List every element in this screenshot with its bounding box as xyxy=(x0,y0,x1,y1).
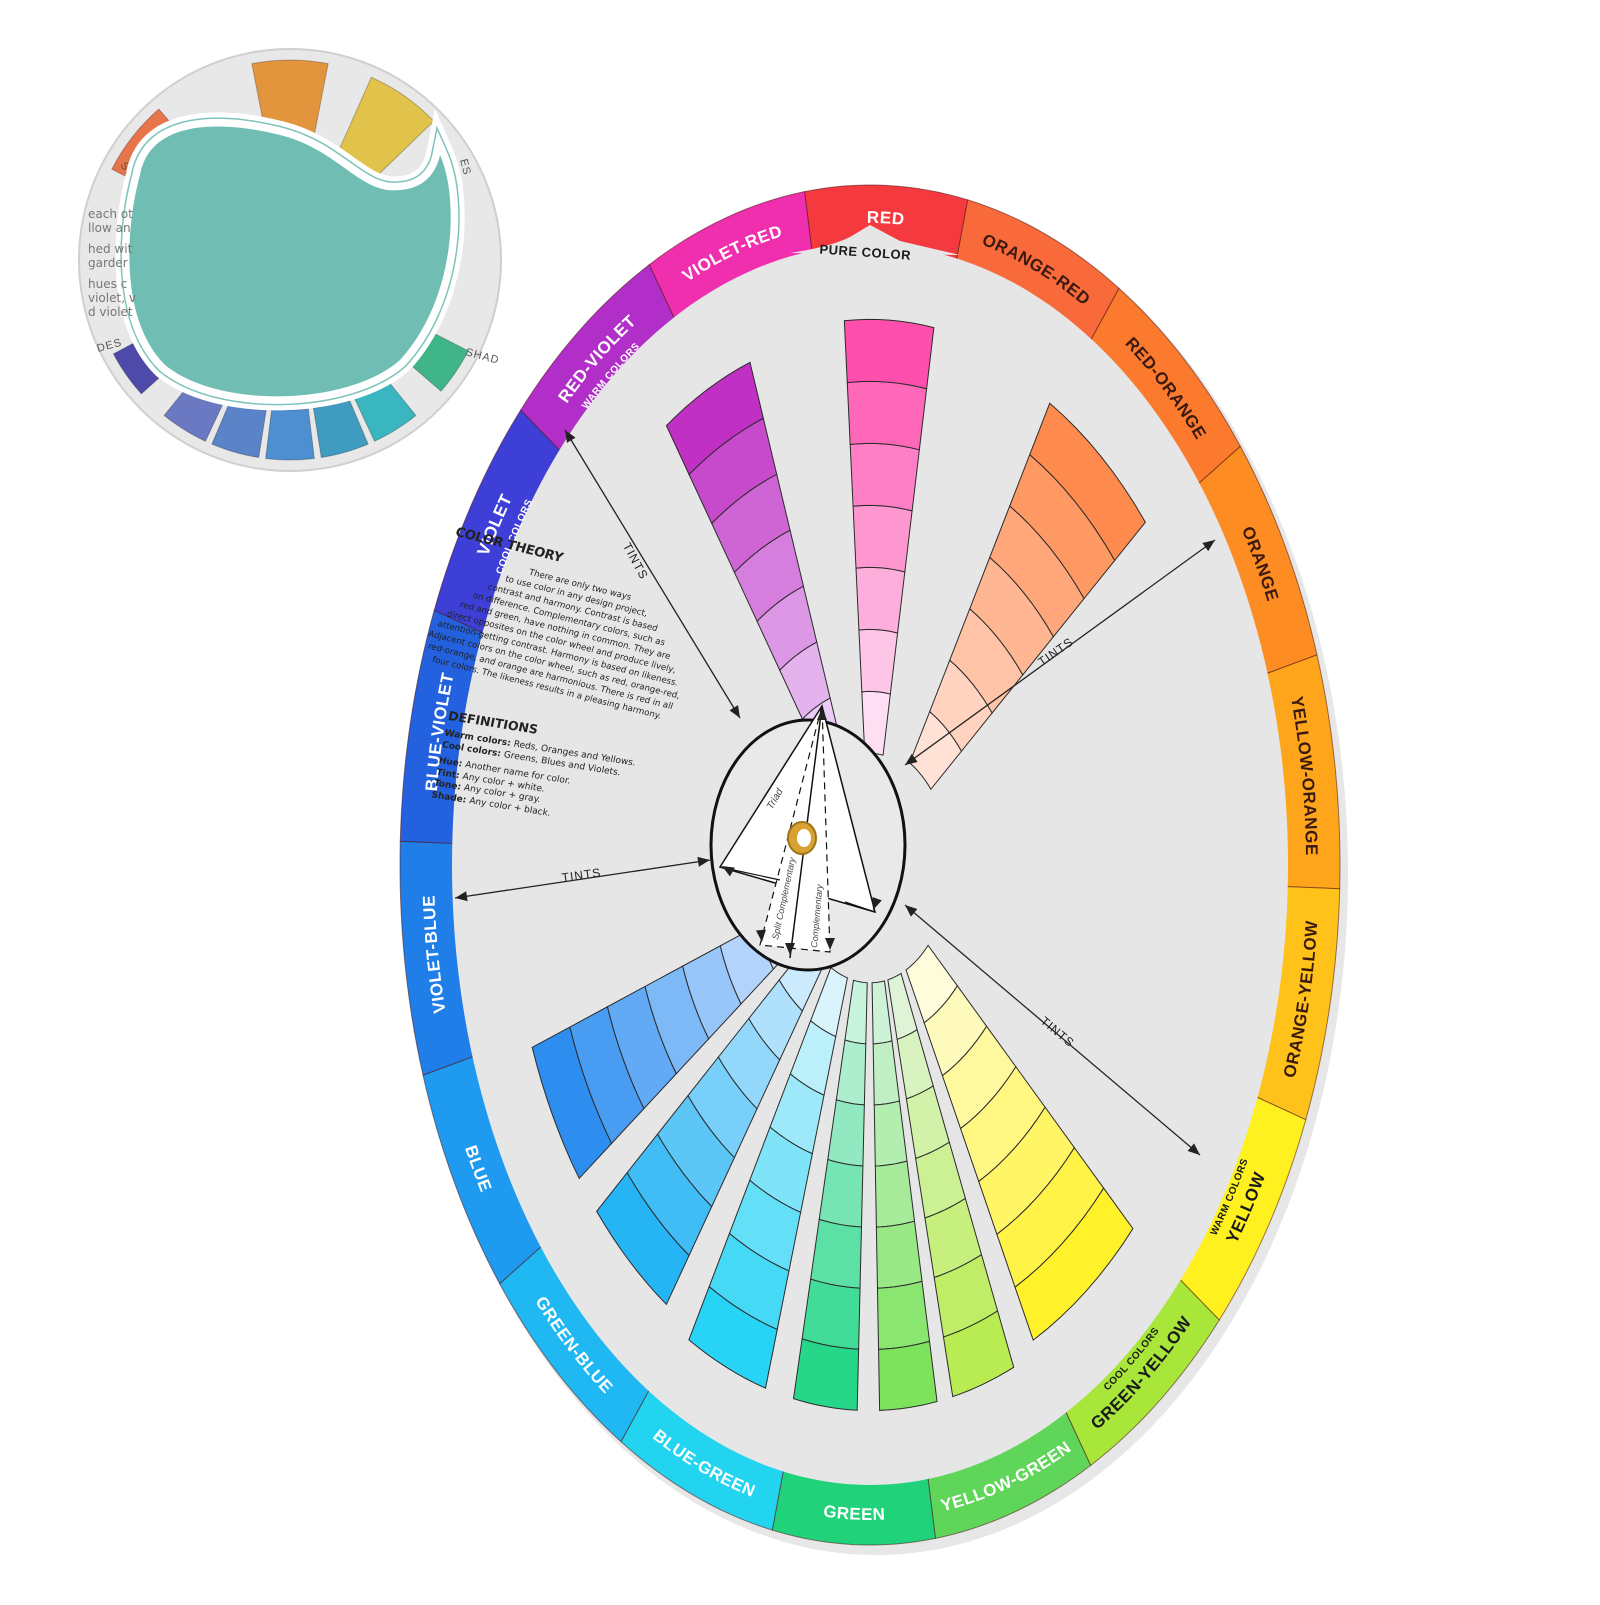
thumbnail-label: ES xyxy=(457,158,473,177)
thumbnail-text-line: garder xyxy=(88,256,128,270)
thumbnail-bottom-swatch xyxy=(265,408,315,461)
thumbnail-text-line: llow an xyxy=(88,221,131,235)
tints-arrow-yellow xyxy=(904,904,1201,1156)
tint-cell xyxy=(852,504,913,573)
tint-cell xyxy=(688,1285,778,1389)
tint-cell xyxy=(843,318,935,390)
ring-label-red: RED xyxy=(867,208,906,229)
thumbnail-text-line: hues c xyxy=(88,277,128,291)
dial-arrowhead xyxy=(825,938,835,950)
dial-arrowhead xyxy=(785,943,795,955)
tint-cell xyxy=(531,1026,613,1180)
thumbnail-text-fragments: each ot llow an hed wit garder hues c violet,… xyxy=(88,207,138,326)
tint-cell xyxy=(849,442,920,512)
main-wheel: REDORANGE-REDRED-ORANGEORANGEYELLOW-ORAN… xyxy=(399,184,1348,1555)
thumbnail-paragraph: hed wit garder xyxy=(88,242,138,270)
tint-window-red-orange-tints xyxy=(909,402,1146,791)
tint-cell xyxy=(810,1218,862,1289)
thumbnail-text-line: hed wit xyxy=(88,242,133,256)
tint-cell xyxy=(1029,402,1146,562)
tint-cell xyxy=(846,380,928,451)
dial-arrowhead xyxy=(722,866,735,877)
thumbnail-paragraph: each ot llow an xyxy=(88,207,138,235)
dial-arrowhead xyxy=(817,708,827,720)
thumbnail-text-line: each ot xyxy=(88,207,133,221)
tint-cell xyxy=(858,628,899,695)
thumbnail-inset: SHADESESDESSHAD xyxy=(78,48,502,472)
tint-window-yellow-green-tints xyxy=(887,972,1015,1398)
tint-cell xyxy=(801,1278,861,1350)
tint-cell xyxy=(855,566,906,634)
dial-arrowhead xyxy=(872,897,882,910)
tints-arrow-orange xyxy=(904,539,1216,766)
pure-color-label: PURE COLOR xyxy=(819,241,912,262)
grommet-hole xyxy=(797,829,811,847)
thumbnail-text-line: d violet xyxy=(88,305,133,319)
tint-window-green-blue-tints xyxy=(688,966,849,1389)
tint-cell xyxy=(942,1310,1015,1398)
tint-window-violet-blue-tints xyxy=(531,904,807,1180)
tint-cell xyxy=(876,1280,931,1350)
tint-cell xyxy=(665,361,764,476)
thumbnail-text-line: violet, v xyxy=(88,291,136,305)
ring-label-green: GREEN xyxy=(822,1502,885,1525)
pure-color-notch xyxy=(790,225,960,255)
thumbnail-overlay xyxy=(129,126,451,397)
tint-cell xyxy=(878,1340,938,1411)
tints-arrow-blue xyxy=(454,856,711,902)
tint-window-blue-green-tints xyxy=(792,979,868,1411)
tint-cell xyxy=(1014,1187,1134,1341)
tints-label: TINTS xyxy=(561,865,602,884)
tint-cell xyxy=(792,1338,860,1411)
dial-arrowhead xyxy=(755,929,766,943)
tint-cell xyxy=(875,1220,923,1289)
tint-cell xyxy=(874,1160,916,1228)
tint-cell xyxy=(596,1171,690,1306)
tint-window-yellow-tints xyxy=(905,944,1134,1341)
tints-arrow-violet xyxy=(564,429,741,719)
tint-window-green-tints xyxy=(871,980,938,1411)
tint-window-red-tints xyxy=(843,318,935,756)
